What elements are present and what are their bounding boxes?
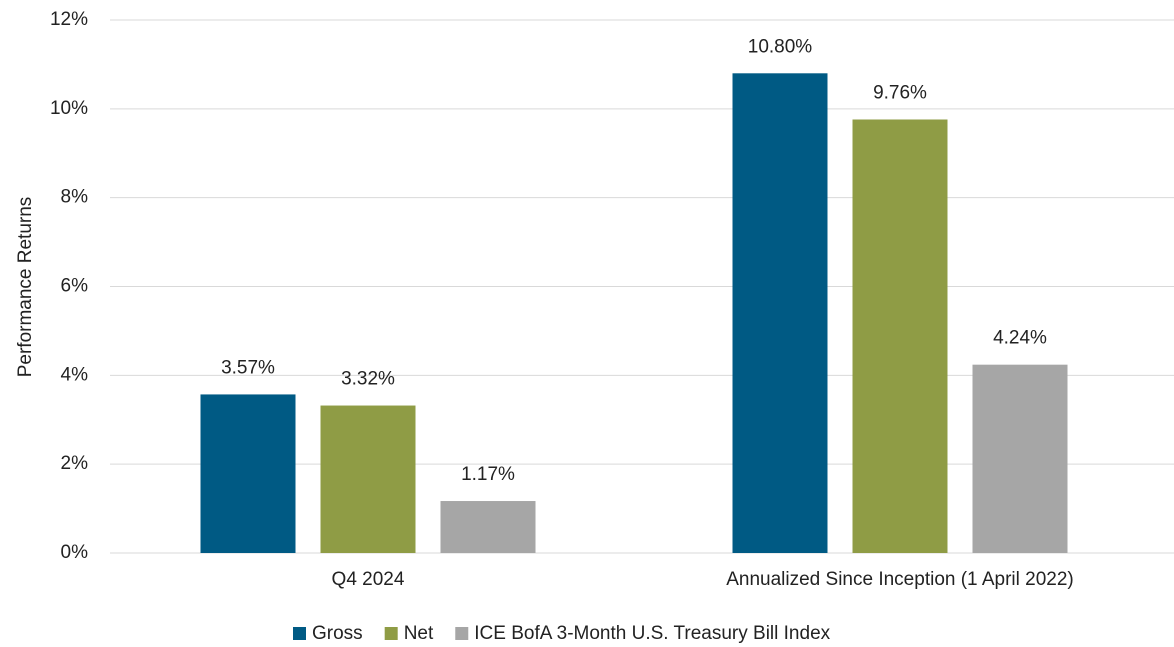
y-tick-label: 2%: [61, 453, 89, 474]
legend-swatch: [293, 627, 306, 640]
legend-swatch: [384, 627, 398, 640]
legend-swatch: [455, 627, 469, 640]
data-label: 3.32%: [341, 369, 395, 390]
bar: [972, 364, 1068, 553]
data-label: 4.24%: [993, 328, 1047, 349]
bar: [732, 73, 828, 554]
legend-label: ICE BofA 3-Month U.S. Treasury Bill Inde…: [474, 623, 830, 644]
y-tick-label: 8%: [61, 187, 89, 208]
bar: [440, 501, 536, 553]
x-tick-label: Annualized Since Inception (1 April 2022…: [726, 569, 1074, 590]
y-tick-label: 4%: [61, 364, 89, 385]
legend-label: Net: [404, 623, 434, 644]
bar: [852, 119, 948, 553]
data-label: 9.76%: [873, 83, 927, 104]
x-tick-label: Q4 2024: [332, 569, 405, 590]
y-tick-label: 12%: [50, 9, 88, 30]
bar: [320, 405, 416, 553]
legend-label: Gross: [312, 623, 363, 644]
data-label: 1.17%: [461, 464, 515, 485]
y-tick-label: 10%: [50, 98, 88, 119]
bar: [200, 394, 296, 553]
y-axis-label: Performance Returns: [15, 197, 36, 378]
y-tick-label: 6%: [61, 276, 89, 297]
data-label: 3.57%: [221, 357, 275, 378]
y-tick-label: 0%: [61, 542, 89, 563]
data-label: 10.80%: [748, 36, 813, 57]
